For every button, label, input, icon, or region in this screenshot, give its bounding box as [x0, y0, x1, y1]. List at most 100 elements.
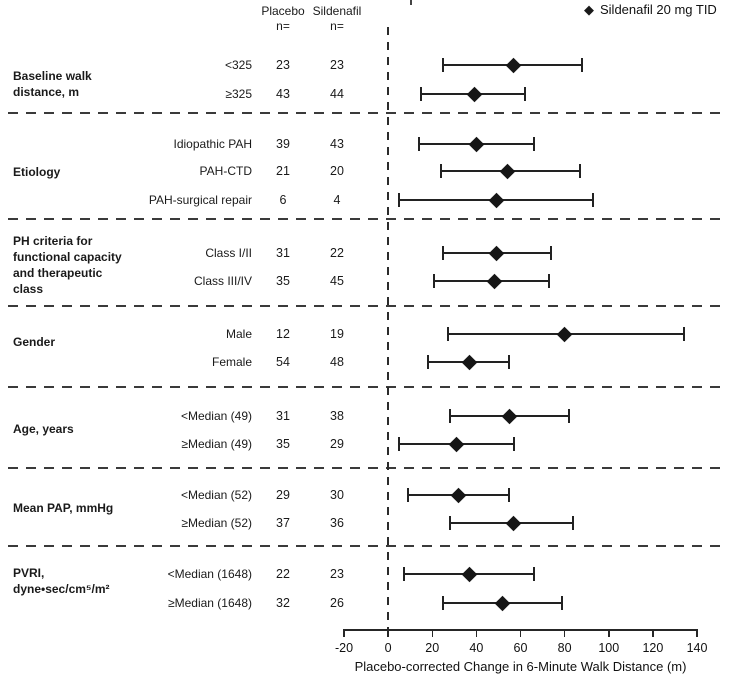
ci-cap-low [398, 437, 401, 451]
group-separator-line [8, 218, 727, 220]
placebo-n-value: 35 [276, 437, 290, 451]
group-separator-line [8, 112, 727, 114]
sildenafil-n-value: 20 [330, 164, 344, 178]
placebo-n-value: 12 [276, 327, 290, 341]
estimate-diamond [488, 245, 504, 261]
sildenafil-n-value: 19 [330, 327, 344, 341]
x-axis-tick-label: 120 [642, 641, 664, 655]
placebo-n-value: 29 [276, 488, 290, 502]
placebo-n-value: 31 [276, 409, 290, 423]
row-label: <Median (49) [180, 409, 252, 423]
ci-cap-low [418, 137, 420, 151]
group-label-line: Etiology [13, 165, 61, 179]
sildenafil-n-value: 43 [330, 137, 344, 151]
group-label-line: PVRI, [13, 566, 45, 580]
row-label: <Median (52) [180, 488, 252, 502]
x-axis-tick-label: 100 [598, 641, 620, 655]
sildenafil-n-value: 23 [330, 58, 344, 72]
placebo-n-value: 35 [276, 274, 290, 288]
group-label-line: functional capacity [13, 250, 122, 264]
sildenafil-n-value: 23 [330, 567, 344, 581]
group-label-line: Mean PAP, mmHg [13, 501, 114, 515]
group-label: Etiology [13, 164, 60, 180]
ci-cap-high [532, 567, 535, 581]
estimate-diamond [448, 436, 465, 452]
x-axis-tick-label: -20 [334, 641, 354, 655]
ci-cap-high [508, 355, 511, 369]
x-axis-tick-label: 60 [513, 641, 528, 655]
placebo-column-header-line2: n= [276, 19, 290, 33]
x-axis-tick [608, 630, 610, 637]
row-label: ≥Median (1648) [168, 596, 252, 610]
ci-cap-high [523, 87, 526, 101]
ci-cap-low [426, 355, 429, 369]
group-separator-line [8, 545, 727, 547]
ci-cap-low [448, 409, 451, 423]
zero-reference-line [387, 27, 390, 630]
placebo-n-value: 54 [276, 355, 290, 369]
x-axis-tick [696, 630, 698, 637]
ci-cap-high [548, 274, 551, 288]
x-axis-tick-label: 20 [425, 641, 440, 655]
sildenafil-n-value: 48 [330, 355, 344, 369]
x-axis-tick [343, 630, 345, 637]
ci-cap-high [579, 164, 582, 178]
sildenafil-n-value: 29 [330, 437, 344, 451]
sildenafil-column-header-line2: n= [330, 19, 344, 33]
placebo-n-value: 22 [276, 567, 290, 581]
top-edge-artifact-mark [410, 0, 412, 5]
row-label: Class I/II [205, 246, 252, 260]
row-label: Male [225, 327, 252, 341]
x-axis-tick-label: 140 [686, 641, 708, 655]
ci-cap-low [448, 516, 451, 530]
sildenafil-n-value: 38 [330, 409, 344, 423]
ci-cap-high [581, 58, 584, 72]
sildenafil-n-value: 36 [330, 516, 344, 530]
placebo-n-value: 37 [276, 516, 290, 530]
sildenafil-n-value: 45 [330, 274, 344, 288]
placebo-n-value: 43 [276, 87, 290, 101]
row-label: Female [211, 355, 252, 369]
placebo-column-header: Placebo n= [253, 4, 313, 34]
group-label: Mean PAP, mmHg [13, 500, 113, 516]
row-label: Class III/IV [193, 274, 252, 288]
estimate-diamond [556, 326, 573, 342]
row-label: <325 [224, 58, 252, 72]
x-axis-tick-label: 0 [384, 641, 392, 655]
row-label: Idiopathic PAH [173, 137, 253, 151]
ci-cap-low [398, 193, 401, 207]
estimate-diamond [461, 566, 478, 582]
group-label-line: Age, years [13, 422, 74, 436]
estimate-diamond [506, 57, 522, 73]
ci-cap-high [682, 327, 685, 341]
row-label: ≥325 [225, 87, 252, 101]
estimate-diamond [501, 408, 518, 424]
placebo-n-value: 32 [276, 596, 290, 610]
group-label: Gender [13, 334, 55, 350]
placebo-n-value: 31 [276, 246, 290, 260]
ci-cap-high [532, 137, 535, 151]
estimate-diamond [499, 163, 516, 179]
placebo-n-value: 21 [276, 164, 290, 178]
ci-cap-high [568, 409, 571, 423]
row-label: <Median (1648) [167, 567, 252, 581]
group-label-line: dyne•sec/cm⁵/m² [13, 582, 110, 596]
ci-cap-high [592, 193, 595, 207]
sildenafil-n-value: 22 [330, 246, 344, 260]
ci-cap-low [406, 488, 409, 502]
x-axis-tick [652, 630, 654, 637]
ci-cap-low [442, 58, 445, 72]
sildenafil-n-value: 30 [330, 488, 344, 502]
ci-cap-low [433, 274, 436, 288]
placebo-n-value: 39 [276, 137, 290, 151]
group-label: Baseline walk distance, m [13, 68, 92, 100]
row-label: ≥Median (49) [181, 437, 252, 451]
ci-cap-high [561, 596, 564, 610]
row-label: ≥Median (52) [181, 516, 252, 530]
x-axis-tick [475, 630, 478, 637]
placebo-n-value: 23 [276, 58, 290, 72]
x-axis-tick-label: 80 [557, 641, 572, 655]
estimate-diamond [461, 354, 478, 370]
group-label-line: and therapeutic [13, 266, 103, 280]
group-separator-line [8, 467, 727, 469]
